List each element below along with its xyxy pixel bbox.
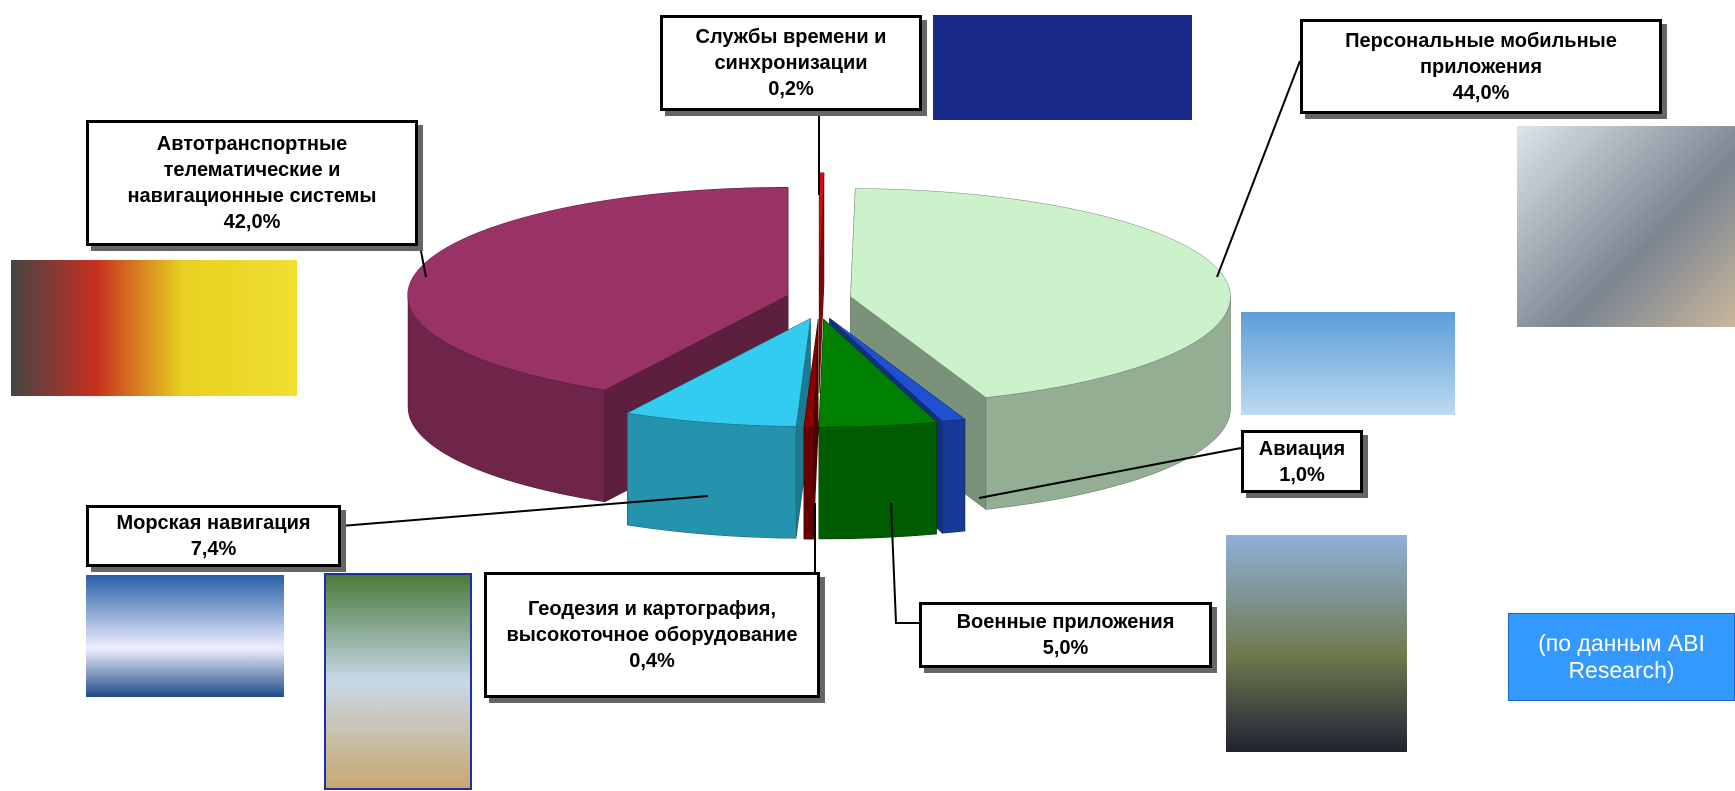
military-photo — [1226, 535, 1407, 752]
leader-line — [1216, 60, 1301, 278]
leader-line — [419, 245, 427, 278]
label-box: Персональные мобильные приложения 44,0% — [1300, 19, 1662, 114]
clocks-photo — [933, 15, 1192, 120]
value-label: 1,0% — [1279, 463, 1325, 486]
value-label: 0,2% — [768, 78, 814, 100]
mobile-photo — [1517, 126, 1735, 327]
slice-side — [627, 412, 797, 539]
label-box: Службы времени и синхронизации 0,2% — [660, 15, 922, 111]
value-label: 7,4% — [190, 538, 237, 560]
category-label: Службы времени и синхронизации — [695, 26, 887, 74]
pie — [407, 172, 1231, 540]
slice — [803, 319, 819, 428]
slice — [407, 186, 789, 391]
label-box: Военные приложения 5,0% — [919, 602, 1212, 668]
value-label: 42,0% — [223, 211, 281, 233]
category-label: Персональные мобильные приложения — [1345, 29, 1617, 78]
label-box: Автотранспортные телематические и навига… — [86, 120, 418, 246]
slice — [818, 318, 938, 428]
leader-line — [890, 502, 919, 624]
category-label: Автотранспортные телематические и навига… — [127, 133, 377, 207]
leader-lines — [340, 60, 1301, 624]
value-label: 0,4% — [629, 650, 675, 672]
category-label: Авиация — [1258, 437, 1346, 460]
geodesy-photo — [324, 573, 472, 790]
label-box: Геодезия и картография, высокоточное обо… — [484, 572, 820, 698]
leader-line — [978, 447, 1242, 499]
label-box: Авиация 1,0% — [1241, 430, 1363, 493]
label-box: Морская навигация 7,4% — [86, 505, 341, 567]
source-note: (по данным ABI Research) — [1508, 613, 1735, 701]
category-label: Геодезия и картография, высокоточное обо… — [506, 598, 798, 646]
slice-side — [818, 421, 937, 540]
category-label: Военные приложения — [956, 611, 1175, 633]
slice-side — [803, 426, 814, 540]
leader-line — [340, 495, 709, 527]
car-photo — [11, 260, 297, 396]
slice-side — [942, 418, 966, 534]
value-label: 5,0% — [1042, 637, 1089, 659]
value-label: 44,0% — [1452, 81, 1510, 104]
slice — [829, 317, 966, 422]
slice — [850, 188, 1231, 398]
plane-photo — [1241, 312, 1455, 415]
ship-photo — [86, 575, 284, 697]
slice — [626, 318, 811, 427]
category-label: Морская навигация — [116, 512, 311, 534]
